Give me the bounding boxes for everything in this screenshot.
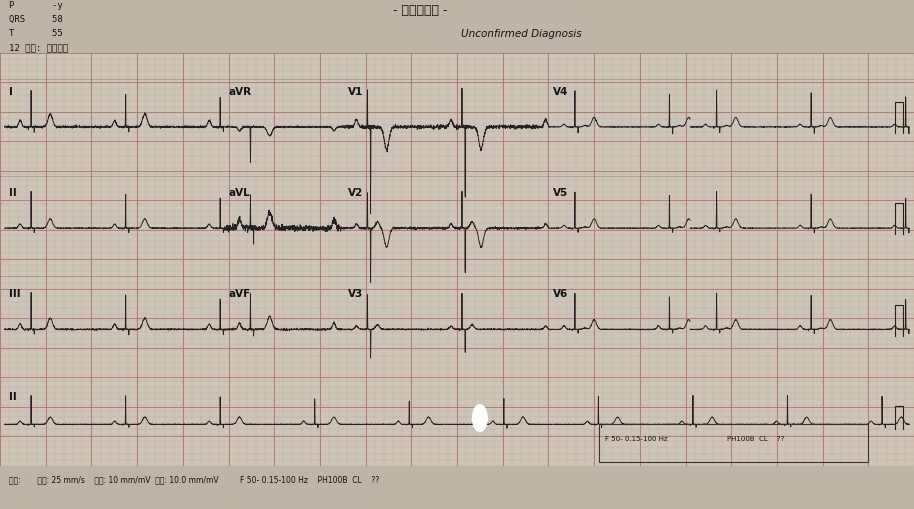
Ellipse shape: [473, 405, 487, 432]
Text: V4: V4: [553, 87, 569, 96]
Text: - 异常心电图 -: - 异常心电图 -: [393, 4, 448, 17]
Text: aVR: aVR: [228, 87, 251, 96]
Text: III: III: [9, 289, 21, 298]
Text: PH100B  CL    ??: PH100B CL ??: [727, 435, 784, 441]
Text: 12 导联: 标准放置: 12 导联: 标准放置: [9, 43, 69, 52]
Text: V3: V3: [348, 289, 364, 298]
Text: Unconfirmed Diagnosis: Unconfirmed Diagnosis: [461, 30, 581, 39]
Text: QRS     58: QRS 58: [9, 15, 63, 24]
Text: V6: V6: [553, 289, 569, 298]
Text: I: I: [9, 87, 13, 96]
Text: T       55: T 55: [9, 29, 63, 38]
Text: F 50- 0.15-100 Hz: F 50- 0.15-100 Hz: [605, 435, 668, 441]
Text: II: II: [9, 187, 16, 197]
Text: P       -y: P -y: [9, 1, 63, 10]
Text: 佐备:       速度: 25 mm/s    肢体: 10 mm/mV  胸导: 10.0 mm/mV         F 50- 0.15-100 Hz : 佐备: 速度: 25 mm/s 肢体: 10 mm/mV 胸导: 10.0 mm…: [9, 474, 379, 484]
Text: II: II: [9, 391, 16, 402]
Text: V2: V2: [348, 187, 364, 197]
Bar: [599, 425, 868, 462]
Text: aVF: aVF: [228, 289, 250, 298]
Text: V5: V5: [553, 187, 569, 197]
Text: V1: V1: [348, 87, 364, 96]
Text: aVL: aVL: [228, 187, 250, 197]
